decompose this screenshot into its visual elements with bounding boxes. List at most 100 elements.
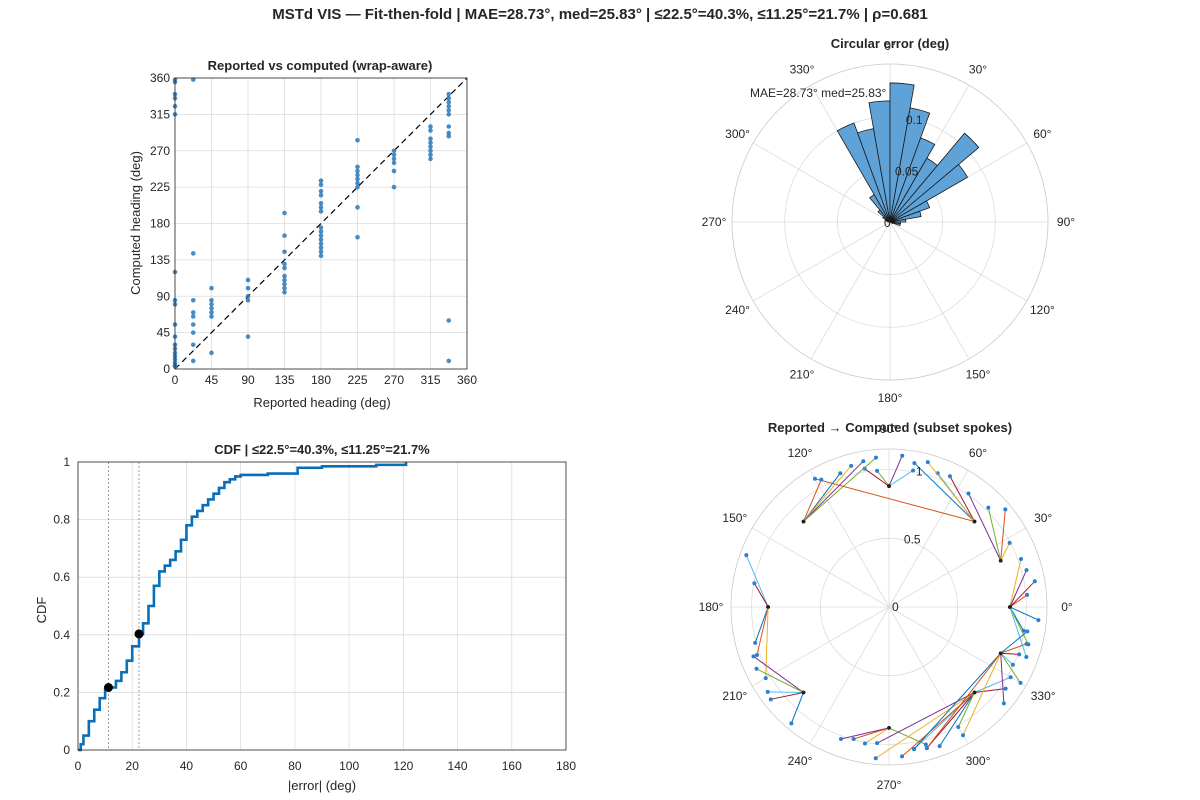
cdf-xtick-label: 100 <box>339 759 359 773</box>
spoke-end-point <box>1010 662 1015 667</box>
scatter-xtick-label: 315 <box>420 373 440 387</box>
cdf-panel: CDF | ≤22.5°=40.3%, ≤11.25°=21.7% 0 20 40 6… <box>34 442 576 793</box>
scatter-xtick-label: 90 <box>241 373 255 387</box>
spokes-grid-spoke <box>751 527 890 608</box>
spoke-end-point <box>1024 654 1029 659</box>
scatter-point <box>282 281 287 287</box>
rose-grid-spoke <box>752 142 891 223</box>
spoke-end-point <box>1018 680 1023 685</box>
spoke-end-point <box>961 733 966 738</box>
scatter-point <box>282 265 287 271</box>
spokes-lines <box>744 453 1041 761</box>
spokes-angle-label: 180° <box>699 600 724 614</box>
cdf-ytick-label: 0.2 <box>53 685 70 699</box>
figure-title: MSTd VIS — Fit-then-fold | MAE=28.73°, m… <box>272 6 928 23</box>
spoke-line <box>864 727 890 744</box>
cdf-markers <box>104 629 144 693</box>
cdf-xtick-label: 180 <box>556 759 576 773</box>
rose-angle-label: 150° <box>966 367 991 381</box>
scatter-point <box>209 297 214 303</box>
spoke-end-point <box>849 463 854 468</box>
spoke-line <box>864 468 890 487</box>
spoke-end-point <box>1025 592 1030 597</box>
spokes-grid <box>730 448 1048 766</box>
scatter-point <box>282 277 287 283</box>
spoke-end-point <box>875 741 880 746</box>
spoke-line <box>957 692 975 728</box>
spoke-line <box>926 652 1002 749</box>
spokes-grid-spoke <box>888 469 969 608</box>
spoke-end-point <box>862 466 867 471</box>
spoke-line <box>803 460 864 522</box>
scatter-point <box>245 334 251 339</box>
spoke-line <box>814 478 975 522</box>
spoke-end-point <box>1003 507 1008 512</box>
cdf-xtick-label: 40 <box>180 759 194 773</box>
spoke-end-point <box>751 654 756 659</box>
scatter-point <box>209 314 214 319</box>
spokes-angle-label: 60° <box>969 446 987 460</box>
spoke-start-point <box>887 484 891 488</box>
scatter-point <box>190 310 196 315</box>
spokes-title: Reported → Computed (subset spokes) <box>768 420 1012 435</box>
spoke-end-point <box>900 754 905 759</box>
rose-bar <box>889 163 969 223</box>
scatter-ytick-label: 225 <box>150 180 170 194</box>
spoke-line <box>803 457 877 522</box>
cdf-xtick-label: 80 <box>288 759 302 773</box>
scatter-point <box>446 358 452 364</box>
spoke-line <box>765 606 769 679</box>
scatter-point <box>355 184 360 190</box>
spokes-r-label: 0 <box>892 600 899 614</box>
spoke-line <box>876 470 890 487</box>
cdf-ticks: 0 20 40 60 80 100 120 140 160 180 0 0.2 0.4 0.6 0.8 1 <box>53 455 576 773</box>
spoke-end-point <box>765 689 770 694</box>
spoke-line <box>888 455 903 487</box>
spokes-panel: Reported → Computed (subset spokes) 0° 30… <box>699 420 1073 792</box>
scatter-point <box>428 148 433 154</box>
scatter-point <box>282 233 287 238</box>
rose-bar <box>836 122 891 223</box>
scatter-point <box>190 314 196 319</box>
spokes-r-label: 1 <box>916 465 923 479</box>
spoke-line <box>939 692 975 747</box>
scatter-point <box>355 205 360 210</box>
rose-bar <box>889 221 894 225</box>
spoke-line <box>770 692 804 700</box>
scatter-point <box>446 130 452 136</box>
spoke-end-point <box>873 455 878 460</box>
scatter-ytick-label: 270 <box>150 144 170 158</box>
rose-bar <box>889 107 931 223</box>
spoke-end-point <box>838 736 843 741</box>
scatter-point <box>391 152 397 158</box>
scatter-point <box>446 95 452 101</box>
spoke-end-point <box>1007 540 1012 545</box>
spoke-start-point <box>801 690 806 695</box>
scatter-point <box>190 251 196 256</box>
spoke-line <box>914 462 975 522</box>
scatter-point <box>355 180 360 186</box>
rose-angle-label: 210° <box>790 367 815 381</box>
scatter-point <box>318 225 324 230</box>
scatter-point <box>318 237 324 242</box>
spoke-end-point <box>851 737 856 742</box>
scatter-point <box>190 297 196 303</box>
spoke-end-point <box>744 553 749 558</box>
spoke-end-point <box>1024 641 1029 646</box>
cdf-ytick-label: 0 <box>63 743 70 757</box>
scatter-point <box>318 253 324 259</box>
spoke-end-point <box>1036 618 1041 623</box>
spoke-line <box>913 652 1002 750</box>
scatter-point <box>446 99 452 105</box>
scatter-point <box>355 168 360 174</box>
rose-bar <box>889 200 931 223</box>
spoke-start-point <box>801 519 806 524</box>
rose-r-label: 0.1 <box>906 113 923 127</box>
rose-bar <box>889 218 907 223</box>
spoke-line <box>767 691 804 693</box>
scatter-axes-box <box>174 77 468 370</box>
cdf-threshold-lines <box>108 462 140 750</box>
scatter-point <box>446 108 452 113</box>
scatter-point <box>318 245 324 251</box>
spoke-line <box>745 554 769 608</box>
